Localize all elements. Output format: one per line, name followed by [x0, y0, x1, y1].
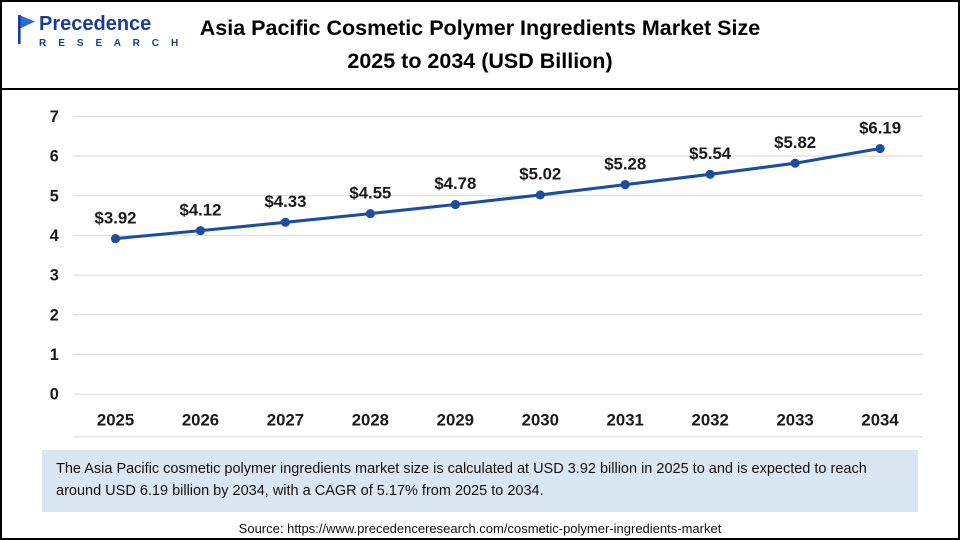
- svg-text:3: 3: [50, 267, 59, 285]
- source-text: Source: https://www.precedenceresearch.c…: [238, 520, 722, 536]
- svg-text:2028: 2028: [352, 411, 389, 430]
- svg-text:$5.28: $5.28: [604, 154, 646, 173]
- svg-text:1: 1: [50, 346, 59, 364]
- svg-text:0: 0: [50, 386, 59, 404]
- brand-name: Precedence: [39, 13, 152, 35]
- svg-text:$3.92: $3.92: [95, 208, 137, 227]
- logo-text: Precedence R E S E A R C H: [39, 13, 183, 49]
- flag-icon: [16, 14, 36, 51]
- svg-text:2033: 2033: [776, 411, 813, 430]
- chart-area: 0 1 2 3 4 5 6 7 $3.92 $4.12 $4.33 $4.55 $4.78 $5.02 $5…: [2, 90, 958, 446]
- chart-title-line1: Asia Pacific Cosmetic Polymer Ingredient…: [199, 15, 761, 40]
- svg-text:2027: 2027: [267, 411, 304, 430]
- footer: The Asia Pacific cosmetic polymer ingred…: [2, 446, 958, 538]
- svg-text:$4.12: $4.12: [180, 200, 222, 219]
- header: Precedence R E S E A R C H Asia Pacific …: [2, 2, 958, 90]
- svg-text:2: 2: [50, 306, 59, 324]
- svg-text:$4.33: $4.33: [264, 192, 306, 211]
- description-box: The Asia Pacific cosmetic polymer ingred…: [42, 450, 918, 512]
- svg-text:2031: 2031: [607, 411, 644, 430]
- svg-text:2030: 2030: [522, 411, 559, 430]
- logo: Precedence R E S E A R C H: [16, 13, 183, 51]
- svg-text:2029: 2029: [437, 411, 474, 430]
- svg-text:$5.82: $5.82: [774, 133, 816, 152]
- market-line-chart: 0 1 2 3 4 5 6 7 $3.92 $4.12 $4.33 $4.55 $4.78 $5.02 $5…: [50, 108, 923, 438]
- svg-text:2034: 2034: [861, 411, 899, 430]
- svg-text:$4.78: $4.78: [434, 174, 476, 193]
- svg-text:$4.55: $4.55: [349, 183, 391, 202]
- svg-text:4: 4: [50, 227, 59, 245]
- svg-text:$5.54: $5.54: [689, 144, 732, 163]
- svg-text:5: 5: [50, 187, 59, 205]
- svg-text:$6.19: $6.19: [859, 118, 901, 137]
- chart-title: Asia Pacific Cosmetic Polymer Ingredient…: [50, 12, 910, 79]
- svg-text:2026: 2026: [182, 411, 219, 430]
- svg-text:6: 6: [50, 148, 59, 166]
- brand-subtitle: R E S E A R C H: [39, 38, 183, 49]
- svg-text:7: 7: [50, 108, 59, 126]
- svg-text:2032: 2032: [692, 411, 729, 430]
- svg-text:2025: 2025: [97, 411, 134, 430]
- svg-text:$5.02: $5.02: [519, 165, 561, 184]
- chart-title-line2: 2025 to 2034 (USD Billion): [347, 49, 613, 73]
